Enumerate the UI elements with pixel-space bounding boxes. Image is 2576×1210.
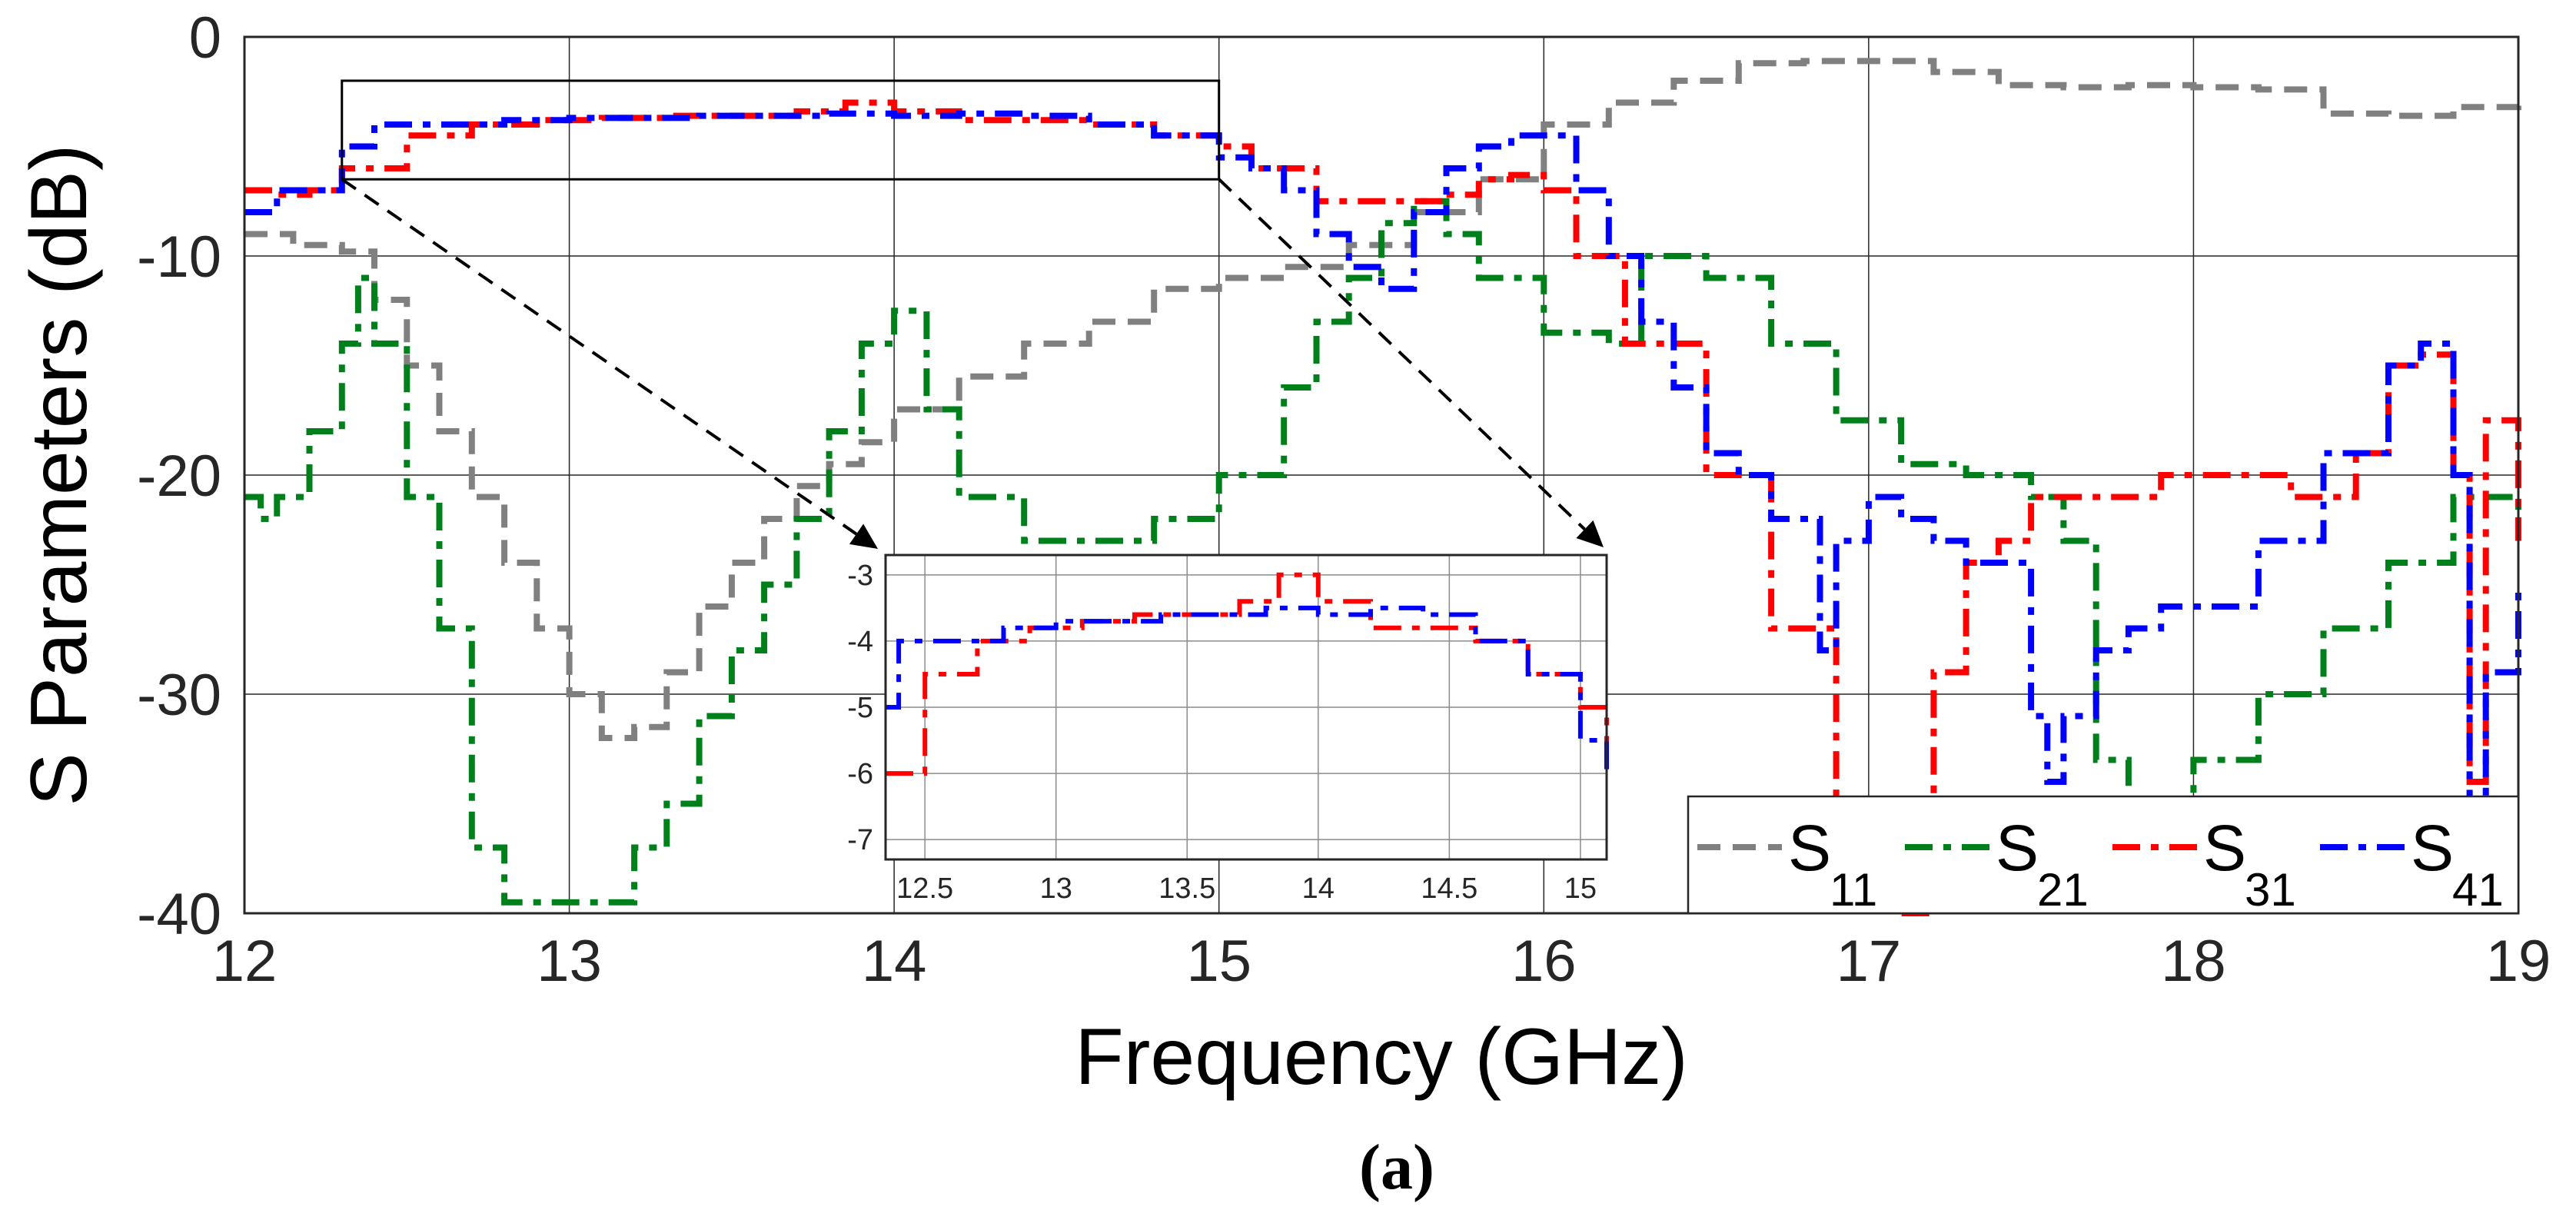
inset-series-layer — [886, 572, 1609, 776]
legend-label-s31: S — [2203, 812, 2246, 884]
inset-x-tick-label: 14 — [1302, 873, 1335, 905]
y-tick-label: -30 — [137, 663, 221, 728]
legend-label-s41: S — [2411, 812, 2454, 884]
figure-caption: (a) — [1359, 1132, 1434, 1203]
inset-y-tick-label: -7 — [847, 824, 873, 856]
legend-subscript-s31: 31 — [2245, 864, 2296, 916]
legend-box — [1687, 795, 2520, 915]
inset-y-tick-label: -5 — [847, 692, 873, 724]
y-tick-label: -20 — [137, 444, 221, 509]
inset-y-tick-label: -4 — [847, 626, 873, 658]
zoom-arrow-head-right — [1576, 520, 1604, 547]
y-axis-label: S Parameters (dB) — [15, 144, 104, 806]
inset-y-tick-label: -3 — [847, 560, 873, 592]
x-tick-label: 18 — [2161, 929, 2226, 994]
inset-series-line-s41 — [886, 605, 1609, 774]
main-plot-frame — [243, 35, 2520, 915]
inset-y-tick-label: -6 — [847, 758, 873, 790]
zoom-arrow-left — [341, 178, 858, 536]
legend-label-s11: S — [1788, 812, 1831, 884]
x-tick-label: 19 — [2486, 929, 2551, 994]
y-tick-label: -40 — [137, 882, 221, 947]
inset-x-tick-label: 13 — [1040, 873, 1072, 905]
legend-subscript-s41: 41 — [2452, 864, 2504, 916]
series-line-s21 — [244, 198, 2521, 906]
series-line-s41 — [244, 110, 2521, 807]
inset-y-tick-labels: -3 -4 -5 -6 -7 — [847, 560, 873, 856]
x-axis-label: Frequency (GHz) — [1075, 1012, 1688, 1102]
x-tick-label: 12 — [212, 929, 278, 994]
x-tick-label: 14 — [862, 929, 927, 994]
inset-x-tick-label: 15 — [1564, 873, 1597, 905]
inset-x-tick-label: 14.5 — [1421, 873, 1477, 905]
legend-subscript-s21: 21 — [2037, 864, 2089, 916]
x-tick-label: 15 — [1186, 929, 1251, 994]
x-tick-label: 16 — [1511, 929, 1577, 994]
y-tick-labels: 0 -10 -20 -30 -40 — [137, 5, 221, 947]
inset-plot: 12.5 13 13.5 14 14.5 15 -3 -4 -5 -6 -7 — [847, 553, 1609, 905]
series-line-s11 — [244, 58, 2521, 741]
legend-label-s21: S — [1996, 812, 2039, 884]
inset-x-tick-label: 13.5 — [1158, 873, 1215, 905]
x-tick-label: 17 — [1836, 929, 1902, 994]
series-line-s31 — [244, 99, 2521, 916]
inset-frame — [884, 553, 1608, 861]
inset-x-tick-labels: 12.5 13 13.5 14 14.5 15 — [896, 873, 1597, 905]
main-series-layer — [244, 58, 2521, 916]
inset-x-tick-label: 12.5 — [896, 873, 953, 905]
x-tick-labels: 12 13 14 15 16 17 18 19 — [212, 929, 2551, 994]
zoom-region-rectangle — [341, 79, 1221, 181]
zoom-arrow-right — [1218, 178, 1586, 530]
zoom-arrow-head-left — [849, 524, 878, 549]
x-tick-label: 13 — [537, 929, 602, 994]
y-tick-label: -10 — [137, 224, 221, 290]
legend-subscript-s11: 11 — [1830, 864, 1877, 916]
y-tick-label: 0 — [189, 5, 221, 71]
